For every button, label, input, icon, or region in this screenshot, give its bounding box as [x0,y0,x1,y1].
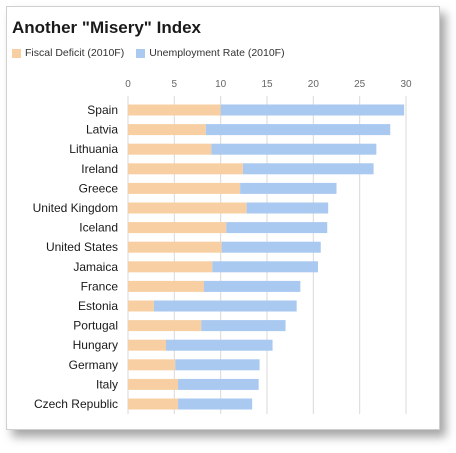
bar-spain-unemployment-rate [220,104,405,116]
category-label-portugal: Portugal [73,319,118,333]
x-tick-label-30: 30 [400,79,412,90]
category-label-hungary: Hungary [73,338,118,352]
category-label-germany: Germany [69,358,118,372]
bar-italy-fiscal-deficit [128,378,179,390]
legend-label-unemployment-rate: Unemployment Rate (2010F) [149,47,285,59]
category-label-ireland: Ireland [81,162,118,176]
legend-label-fiscal-deficit: Fiscal Deficit (2010F) [25,47,125,59]
bar-jamaica-fiscal-deficit [128,261,213,273]
category-label-jamaica: Jamaica [73,260,118,274]
bar-jamaica-unemployment-rate [212,261,318,273]
bar-lithuania-fiscal-deficit [128,143,212,155]
x-tick-label-20: 20 [308,79,320,90]
bar-germany-fiscal-deficit [128,359,176,371]
bar-ireland-unemployment-rate [242,163,374,175]
x-tick-label-5: 5 [172,79,178,90]
category-label-greece: Greece [79,181,119,195]
x-tick-label-10: 10 [215,79,227,90]
category-label-united-kingdom: United Kingdom [33,201,118,215]
x-tick-label-25: 25 [354,79,366,90]
bar-lithuania-unemployment-rate [211,143,377,155]
bar-czech-republic-fiscal-deficit [128,398,179,410]
category-label-iceland: Iceland [79,221,118,235]
bar-greece-unemployment-rate [240,182,337,194]
category-label-spain: Spain [87,103,118,117]
bar-ireland-fiscal-deficit [128,163,243,175]
bar-czech-republic-unemployment-rate [178,398,253,410]
category-label-italy: Italy [96,377,118,391]
bar-spain-fiscal-deficit [128,104,221,116]
bar-latvia-fiscal-deficit [128,124,206,136]
bar-portugal-unemployment-rate [201,320,286,332]
bar-germany-unemployment-rate [175,359,260,371]
bar-france-unemployment-rate [203,280,301,292]
bar-united-states-fiscal-deficit [128,241,222,253]
legend-item-unemployment-rate: Unemployment Rate (2010F) [136,47,285,59]
category-label-czech-republic: Czech Republic [34,397,118,411]
category-label-lithuania: Lithuania [69,142,118,156]
category-label-estonia: Estonia [78,299,118,313]
legend-swatch-fiscal-deficit [12,48,21,58]
bar-united-kingdom-fiscal-deficit [128,202,247,214]
bar-hungary-unemployment-rate [165,339,273,351]
chart-title: Another "Misery" Index [12,18,201,37]
bar-iceland-unemployment-rate [226,222,328,234]
bar-hungary-fiscal-deficit [128,339,166,351]
chart-legend: Fiscal Deficit (2010F) Unemployment Rate… [12,46,297,60]
bar-estonia-unemployment-rate [153,300,297,312]
legend-swatch-unemployment-rate [136,48,146,58]
x-tick-label-0: 0 [125,79,131,90]
bar-greece-fiscal-deficit [128,182,241,194]
bar-france-fiscal-deficit [128,280,204,292]
bar-united-states-unemployment-rate [221,241,321,253]
bar-italy-unemployment-rate [178,378,259,390]
category-label-france: France [81,279,119,293]
bar-united-kingdom-unemployment-rate [246,202,329,214]
category-label-united-states: United States [46,240,118,254]
bar-portugal-fiscal-deficit [128,320,202,332]
x-tick-label-15: 15 [261,79,273,90]
bar-estonia-fiscal-deficit [128,300,154,312]
bar-latvia-unemployment-rate [205,124,391,136]
bar-iceland-fiscal-deficit [128,222,227,234]
legend-item-fiscal-deficit: Fiscal Deficit (2010F) [12,47,124,59]
category-label-latvia: Latvia [86,123,118,137]
